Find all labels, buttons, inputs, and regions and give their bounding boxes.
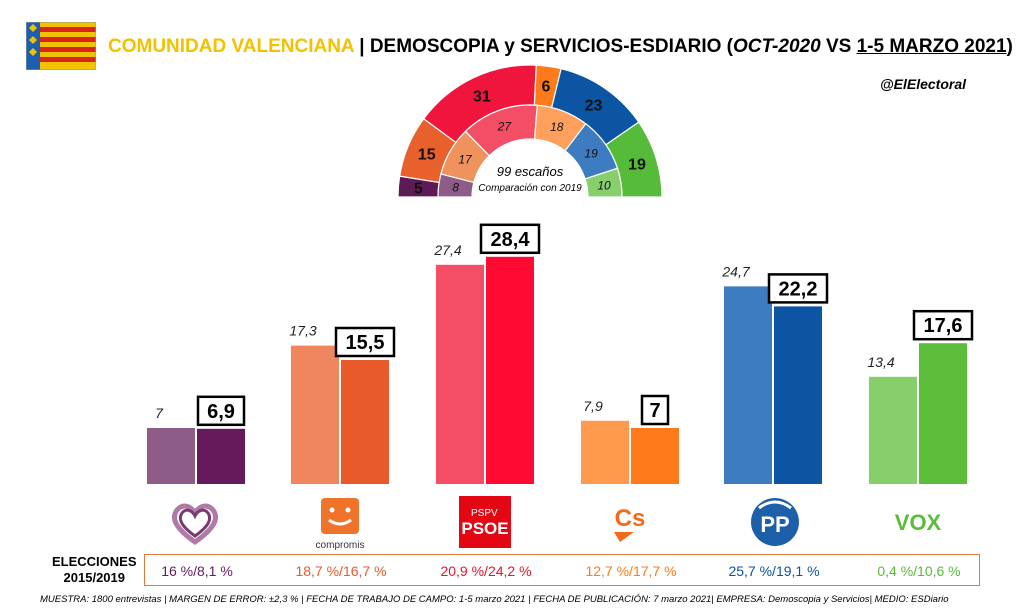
hemicycle-inner-segment-5 <box>584 167 623 198</box>
bar-label-box-podemos <box>196 395 246 427</box>
bar-label-compromís-mar2021: 15,5 <box>346 332 385 354</box>
valencia-flag-icon <box>26 22 96 70</box>
author-handle: @ElElectoral <box>880 76 967 92</box>
hemicycle-inner-label-1: 17 <box>458 153 473 167</box>
compromis-icon: compromis <box>316 498 365 551</box>
title-paren-close: ) <box>1006 36 1013 57</box>
bar-label-box-psoe <box>479 223 541 255</box>
hemicycle-inner-label-5: 10 <box>597 178 611 192</box>
bar-pp-oct2020 <box>724 286 772 484</box>
elections-value-0: 16 %/8,1 % <box>161 563 233 579</box>
hemicycle-outer-label-4: 23 <box>585 97 603 114</box>
bar-compromís-oct2020 <box>291 345 339 484</box>
bar-compromís-mar2021 <box>341 360 389 484</box>
bar-vox-oct2020 <box>869 376 917 484</box>
title-region: COMUNIDAD VALENCIANA <box>108 36 354 57</box>
elections-label-line1: ELECCIONES <box>52 554 137 569</box>
psoe-icon: PSPV PSOE <box>459 496 511 548</box>
bar-label-psoe-oct2020: 27,4 <box>433 242 461 258</box>
footnote: MUESTRA: 1800 entrevistas | MARGEN DE ER… <box>40 594 949 605</box>
bar-chart: 7 6,9 17,3 15,5 27,4 28,4 7,9 7 24,7 22,2 13,4 17,6 <box>147 223 974 484</box>
bar-psoe-mar2021 <box>486 256 534 484</box>
hemicycle-inner-label-4: 19 <box>584 147 598 161</box>
hemicycle-inner-label-0: 8 <box>452 181 459 195</box>
compromis-logo: compromis <box>310 492 370 552</box>
compromis-label: compromis <box>316 540 365 551</box>
hemicycle-outer-label-0: 5 <box>414 181 423 198</box>
bar-label-compromís-oct2020: 17,3 <box>289 323 316 339</box>
bar-psoe-oct2020 <box>436 264 484 484</box>
bar-label-box-pp <box>767 273 829 304</box>
bar-label-box-cs <box>640 394 670 426</box>
psoe-top-label: PSPV <box>471 508 498 519</box>
podemos-logo <box>165 492 225 552</box>
pp-icon: PP <box>751 498 799 546</box>
hemicycle-outer-label-5: 19 <box>628 156 646 173</box>
hemicycle-inner-label-2: 27 <box>497 120 513 134</box>
elections-value-5: 0,4 %/10,6 % <box>877 563 961 579</box>
bar-label-box-vox <box>912 309 974 341</box>
elections-label: ELECCIONES 2015/2019 <box>52 554 137 586</box>
bar-pp-mar2021 <box>774 306 822 484</box>
bar-label-pp-oct2020: 24,7 <box>721 263 750 279</box>
title-period-new: 1-5 MARZO 2021 <box>856 36 1007 57</box>
cs-icon: Cs <box>614 505 646 542</box>
title-paren-open: ( <box>726 36 733 57</box>
psoe-logo: PSPV PSOE <box>455 492 515 552</box>
psoe-bottom-label: PSOE <box>461 519 508 538</box>
bar-label-box-compromís <box>334 326 396 358</box>
bar-label-vox-oct2020: 13,4 <box>867 354 894 370</box>
bar-label-psoe-mar2021: 28,4 <box>491 229 531 251</box>
hemicycle-inner-label-3: 18 <box>550 120 564 134</box>
cs-label: Cs <box>615 505 646 532</box>
elections-value-2: 20,9 %/24,2 % <box>440 563 532 579</box>
title-pollster: | DEMOSCOPIA y SERVICIOS-ESDIARIO <box>359 36 722 57</box>
hemicycle-chart: 5 15 31 6 23 19 8 17 27 18 19 10 99 escaños Compara… <box>397 64 663 198</box>
page-title: COMUNIDAD VALENCIANA | DEMOSCOPIA y SERV… <box>108 36 1013 58</box>
elections-value-4: 25,7 %/19,1 % <box>728 563 820 579</box>
heart-icon <box>171 503 219 546</box>
elections-value-3: 12,7 %/17,7 % <box>585 563 677 579</box>
bar-cs-mar2021 <box>631 428 679 484</box>
bar-label-vox-mar2021: 17,6 <box>924 315 963 337</box>
vox-logo: VOX <box>888 492 948 552</box>
hemicycle-center-subtext: Comparación con 2019 <box>478 183 582 194</box>
pp-logo: PP <box>745 492 805 552</box>
elections-label-line2: 2015/2019 <box>63 570 125 585</box>
bar-label-pp-mar2021: 22,2 <box>779 278 818 300</box>
vox-label: VOX <box>895 510 942 535</box>
elections-results-box: 16 %/8,1 % 18,7 %/16,7 % 20,9 %/24,2 % 12,7… <box>144 554 980 586</box>
bar-podemos-oct2020 <box>147 428 195 484</box>
hemicycle-outer-label-1: 15 <box>418 146 436 163</box>
title-vs: VS <box>825 36 852 57</box>
bar-vox-mar2021 <box>919 343 967 484</box>
bar-podemos-mar2021 <box>197 428 245 484</box>
pp-label: PP <box>760 512 789 537</box>
title-period-old: OCT-2020 <box>733 36 821 57</box>
bar-label-podemos-oct2020: 7 <box>155 405 164 421</box>
vox-icon: VOX <box>895 510 942 535</box>
bar-label-cs-oct2020: 7,9 <box>583 398 603 414</box>
hemicycle-outer-label-2: 31 <box>473 88 491 105</box>
hemicycle-center-text: 99 escaños <box>497 164 564 179</box>
elections-value-1: 18,7 %/16,7 % <box>295 563 387 579</box>
bar-label-podemos-mar2021: 6,9 <box>207 401 235 423</box>
cs-logo: Cs <box>600 492 660 552</box>
bar-cs-oct2020 <box>581 420 629 484</box>
bar-label-cs-mar2021: 7 <box>649 400 660 422</box>
hemicycle-outer-label-3: 6 <box>541 79 550 96</box>
